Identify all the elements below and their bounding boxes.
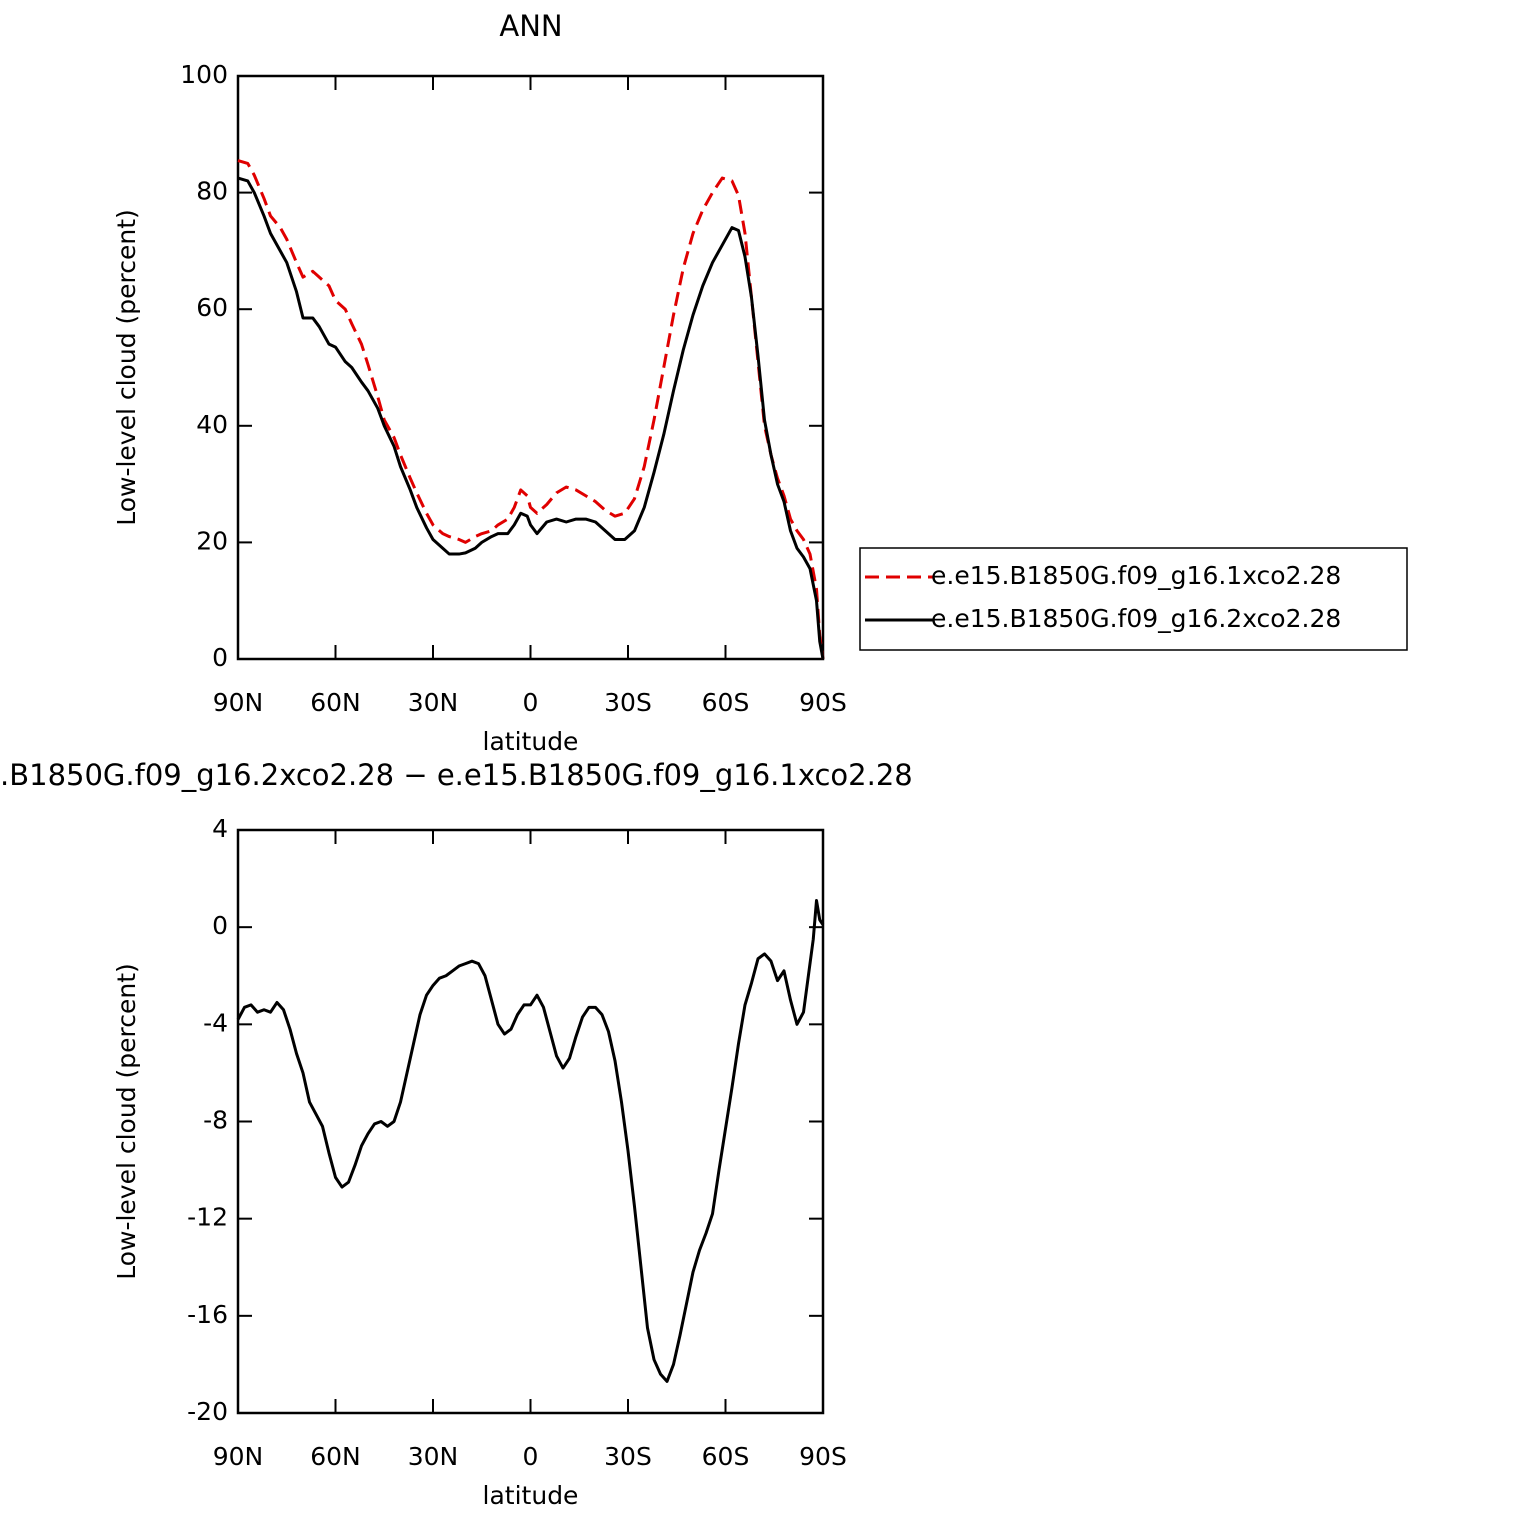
y-tick-label: -4: [203, 1008, 228, 1037]
y-tick-label: 40: [196, 410, 228, 439]
x-tick-label: 60S: [702, 688, 750, 717]
x-tick-label: 90S: [799, 688, 847, 717]
y-tick-label: 0: [212, 911, 228, 940]
legend-box: [859, 547, 1408, 651]
x-tick-label: 30N: [408, 688, 459, 717]
x-axis-label: latitude: [483, 1481, 579, 1510]
x-axis-label: latitude: [483, 727, 579, 756]
x-tick-label: 60N: [310, 688, 361, 717]
legend: e.e15.B1850G.f09_g16.1xco2.28 e.e15.B1850…: [859, 547, 1408, 651]
x-tick-label: 30N: [408, 1442, 459, 1471]
x-tick-label: 0: [523, 1442, 539, 1471]
y-tick-label: 4: [212, 814, 228, 843]
y-tick-label: -16: [187, 1300, 228, 1329]
y-tick-label: -12: [187, 1203, 228, 1232]
y-tick-label: -20: [187, 1397, 228, 1426]
y-tick-label: 100: [180, 60, 228, 89]
x-tick-label: 90S: [799, 1442, 847, 1471]
y-tick-label: -8: [203, 1106, 228, 1135]
y-tick-label: 0: [212, 643, 228, 672]
data-line: [237, 176, 825, 660]
legend-label: e.e15.B1850G.f09_g16.2xco2.28: [931, 604, 1341, 633]
x-tick-label: 90N: [213, 688, 264, 717]
y-axis-label: Low-level cloud (percent): [112, 209, 141, 526]
plot-frame: [236, 74, 825, 661]
legend-label: e.e15.B1850G.f09_g16.1xco2.28: [931, 561, 1341, 590]
x-tick-label: 60S: [702, 1442, 750, 1471]
x-tick-label: 90N: [213, 1442, 264, 1471]
plot-frame: [236, 828, 825, 1415]
y-tick-label: 60: [196, 293, 228, 322]
data-line: [236, 898, 825, 1383]
y-tick-label: 80: [196, 177, 228, 206]
y-axis-label: Low-level cloud (percent): [112, 963, 141, 1280]
x-tick-label: 30S: [604, 1442, 652, 1471]
x-tick-label: 30S: [604, 688, 652, 717]
data-line: [237, 159, 825, 660]
chart-title: ANN: [499, 9, 562, 43]
chart-title: .B1850G.f09_g16.2xco2.28 − e.e15.B1850G.…: [0, 758, 913, 792]
y-tick-label: 20: [196, 526, 228, 555]
x-tick-label: 0: [523, 688, 539, 717]
x-tick-label: 60N: [310, 1442, 361, 1471]
